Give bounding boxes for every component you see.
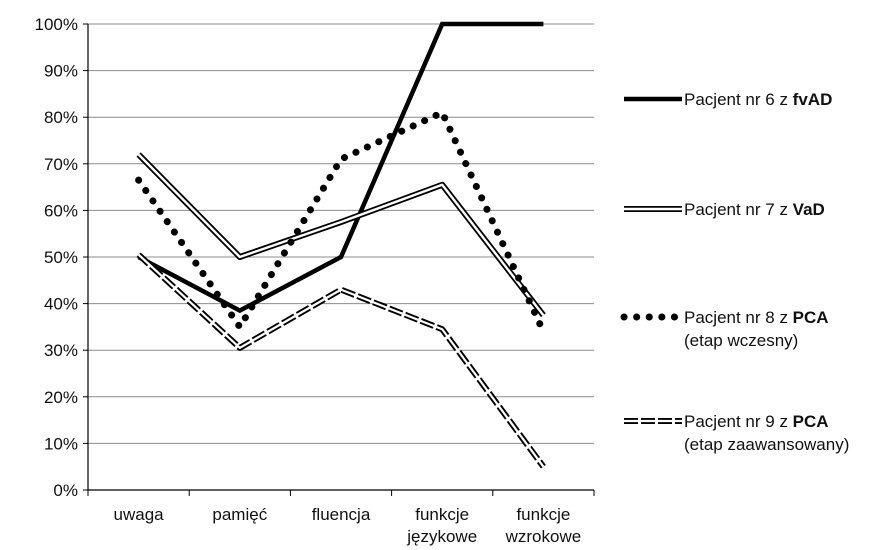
series-line-outer bbox=[136, 252, 546, 469]
legend-label-line2: (etap zaawansowany) bbox=[684, 435, 849, 454]
axes bbox=[83, 23, 595, 496]
legend-item-3: Pacjent nr 8 z PCA (etap wczesny) bbox=[620, 308, 829, 350]
series-3 bbox=[135, 109, 547, 336]
y-tick-label: 80% bbox=[44, 108, 78, 127]
legend-item-1: Pacjent nr 6 z fvAD bbox=[624, 90, 832, 109]
legend-label: Pacjent nr 6 z fvAD bbox=[684, 90, 832, 109]
legend-label: Pacjent nr 7 z VaD bbox=[684, 200, 825, 219]
y-tick-label: 70% bbox=[44, 155, 78, 174]
y-tick-label: 90% bbox=[44, 62, 78, 81]
x-tick-labels: uwaga pamięć fluencja funkcje językowe funkcj… bbox=[114, 505, 582, 546]
x-tick-label: funkcje językowe bbox=[406, 505, 477, 546]
y-tick-label: 0% bbox=[53, 481, 78, 500]
series-1 bbox=[137, 21, 544, 314]
x-tick-label: funkcje wzrokowe bbox=[505, 505, 582, 546]
y-tick-label: 60% bbox=[44, 201, 78, 220]
y-tick-label: 100% bbox=[35, 15, 78, 34]
series-line bbox=[135, 109, 547, 336]
series-line-inner bbox=[137, 153, 545, 316]
legend-item-4: Pacjent nr 9 z PCA (etap zaawansowany) bbox=[624, 412, 849, 454]
x-tick-label: pamięć bbox=[212, 505, 267, 524]
legend-item-2: Pacjent nr 7 z VaD bbox=[624, 200, 825, 219]
y-tick-label: 30% bbox=[44, 341, 78, 360]
gridlines bbox=[88, 23, 594, 444]
y-tick-labels: 0% 10% 20% 30% 40% 50% 60% 70% 80% 90% 100% bbox=[35, 15, 78, 500]
legend-label: Pacjent nr 9 z PCA bbox=[684, 412, 829, 431]
legend-label: Pacjent nr 8 z PCA bbox=[684, 308, 829, 327]
x-tick-label: fluencja bbox=[312, 505, 371, 524]
series-line-inner bbox=[137, 253, 545, 468]
series-2 bbox=[136, 152, 546, 318]
series-line bbox=[137, 21, 544, 314]
legend: Pacjent nr 6 z fvAD Pacjent nr 7 z VaD Pac… bbox=[620, 90, 849, 454]
x-tick-label: uwaga bbox=[114, 505, 165, 524]
y-tick-label: 10% bbox=[44, 434, 78, 453]
y-tick-label: 20% bbox=[44, 388, 78, 407]
legend-label-line2: (etap wczesny) bbox=[684, 331, 798, 350]
y-tick-label: 40% bbox=[44, 295, 78, 314]
y-tick-label: 50% bbox=[44, 248, 78, 267]
series-4 bbox=[136, 252, 546, 469]
series-lines bbox=[135, 21, 547, 469]
